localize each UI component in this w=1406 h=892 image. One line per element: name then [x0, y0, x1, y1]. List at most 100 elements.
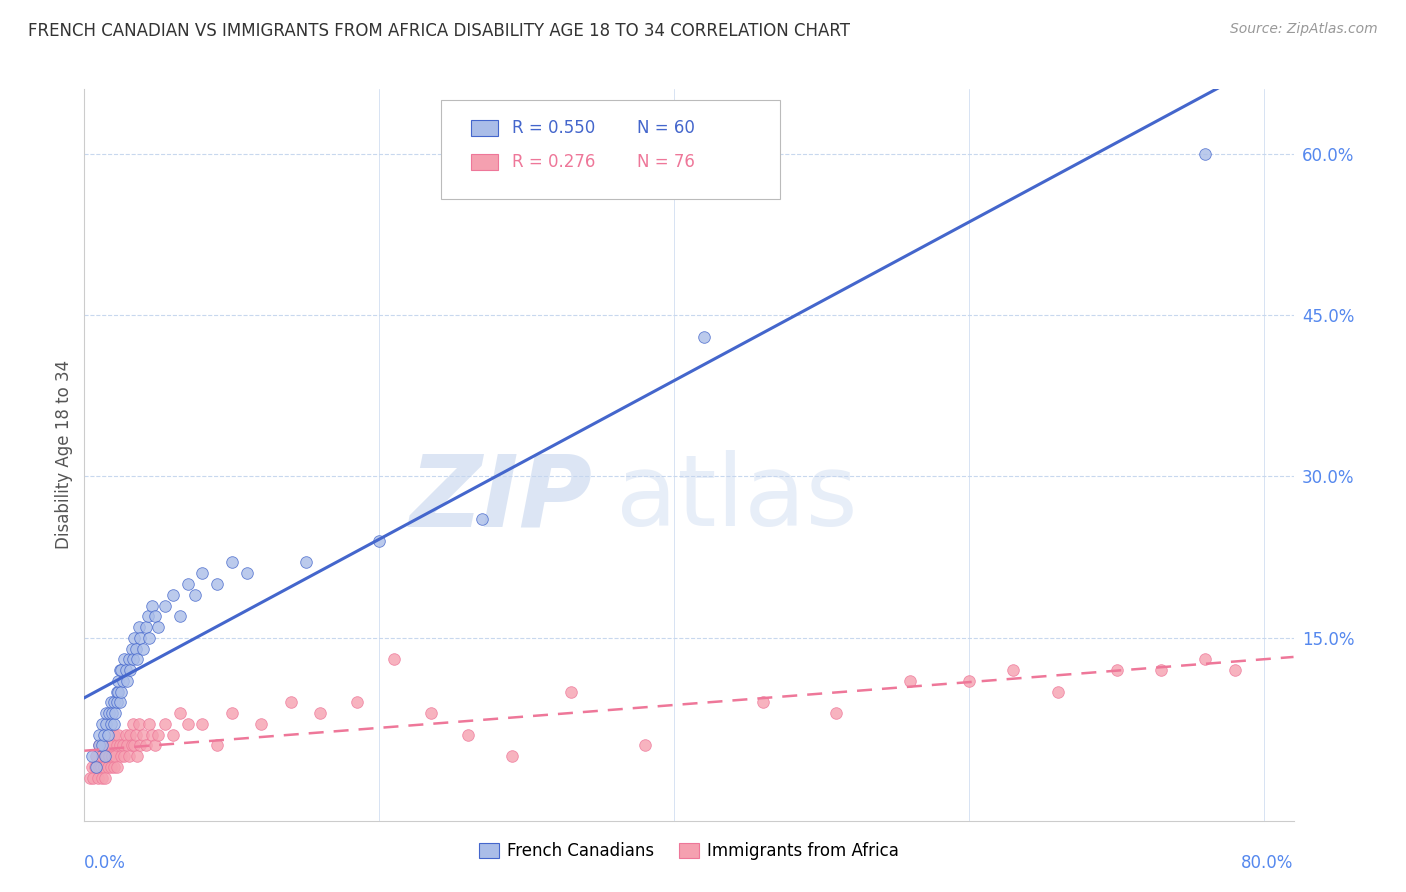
Point — [1046, 684, 1069, 698]
Point — [471, 512, 494, 526]
Text: N = 76: N = 76 — [637, 153, 695, 171]
FancyBboxPatch shape — [441, 100, 780, 199]
Point — [634, 739, 657, 753]
Point — [235, 566, 257, 581]
Point — [91, 716, 114, 731]
Point — [107, 673, 129, 688]
Point — [87, 739, 110, 753]
Point — [96, 706, 118, 720]
Point — [93, 760, 115, 774]
Point — [122, 716, 145, 731]
Point — [205, 577, 228, 591]
Point — [115, 673, 138, 688]
Point — [87, 760, 110, 774]
Point — [132, 641, 155, 656]
Point — [93, 739, 115, 753]
Point — [101, 749, 124, 764]
Point — [127, 652, 149, 666]
Point — [146, 728, 169, 742]
Point — [107, 728, 129, 742]
Point — [111, 673, 134, 688]
Point — [501, 749, 523, 764]
Point — [125, 641, 148, 656]
Point — [97, 728, 120, 742]
Point — [692, 329, 714, 343]
Text: ZIP: ZIP — [409, 450, 592, 548]
Point — [127, 749, 149, 764]
Point — [141, 599, 163, 613]
Point — [110, 663, 132, 677]
Point — [136, 609, 159, 624]
Point — [138, 631, 160, 645]
Text: R = 0.550: R = 0.550 — [512, 119, 596, 137]
Point — [898, 673, 921, 688]
Point — [1194, 652, 1216, 666]
FancyBboxPatch shape — [471, 120, 498, 136]
Point — [294, 556, 316, 570]
Point — [169, 706, 191, 720]
Point — [87, 728, 110, 742]
Point — [162, 728, 184, 742]
Point — [132, 728, 155, 742]
Point — [105, 684, 128, 698]
Point — [141, 728, 163, 742]
Point — [100, 716, 122, 731]
Point — [98, 749, 121, 764]
Point — [457, 728, 479, 742]
Point — [560, 684, 582, 698]
Point — [117, 749, 139, 764]
Y-axis label: Disability Age 18 to 34: Disability Age 18 to 34 — [55, 360, 73, 549]
Text: R = 0.276: R = 0.276 — [512, 153, 596, 171]
Text: Source: ZipAtlas.com: Source: ZipAtlas.com — [1230, 22, 1378, 37]
Point — [100, 739, 122, 753]
FancyBboxPatch shape — [471, 154, 498, 170]
Point — [1002, 663, 1025, 677]
Point — [205, 739, 228, 753]
Point — [309, 706, 332, 720]
Point — [124, 631, 146, 645]
Text: N = 60: N = 60 — [637, 119, 695, 137]
Point — [155, 716, 177, 731]
Point — [108, 739, 131, 753]
Text: atlas: atlas — [616, 450, 858, 548]
Point — [96, 716, 118, 731]
Point — [104, 749, 127, 764]
Point — [382, 652, 405, 666]
Point — [1105, 663, 1128, 677]
Point — [125, 728, 148, 742]
Point — [84, 749, 107, 764]
Point — [129, 739, 152, 753]
Point — [80, 749, 103, 764]
Point — [191, 566, 214, 581]
Point — [80, 760, 103, 774]
Point — [90, 760, 112, 774]
Point — [103, 728, 125, 742]
Point — [135, 739, 157, 753]
Point — [105, 739, 128, 753]
Point — [129, 631, 152, 645]
Point — [143, 609, 166, 624]
Point — [146, 620, 169, 634]
Point — [104, 706, 127, 720]
Point — [117, 652, 139, 666]
Point — [124, 739, 146, 753]
Point — [84, 760, 107, 774]
Point — [346, 695, 368, 709]
Point — [100, 695, 122, 709]
Point — [120, 728, 142, 742]
Point — [79, 771, 101, 785]
Point — [107, 684, 129, 698]
Text: 80.0%: 80.0% — [1241, 854, 1294, 871]
Point — [97, 760, 120, 774]
Point — [135, 620, 157, 634]
Point — [143, 739, 166, 753]
Point — [96, 749, 118, 764]
Point — [93, 728, 115, 742]
Point — [191, 716, 214, 731]
Point — [112, 749, 135, 764]
Point — [108, 695, 131, 709]
Point — [91, 749, 114, 764]
Point — [86, 771, 108, 785]
Point — [82, 771, 104, 785]
Point — [221, 556, 243, 570]
